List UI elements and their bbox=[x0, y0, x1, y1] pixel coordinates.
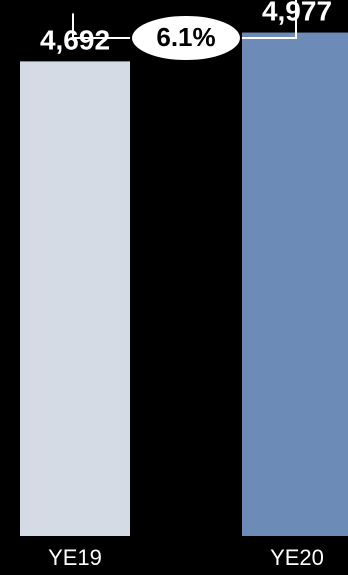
bar-ye19 bbox=[20, 61, 130, 536]
value-label-ye19: 4,692 bbox=[40, 24, 110, 55]
bar-ye20 bbox=[242, 32, 348, 536]
change-badge bbox=[130, 14, 242, 62]
change-percent-label: 6.1% bbox=[156, 22, 215, 52]
change-annotation: 6.1% bbox=[72, 0, 297, 62]
category-label-ye19: YE19 bbox=[48, 545, 102, 570]
category-label-ye20: YE20 bbox=[270, 545, 324, 570]
